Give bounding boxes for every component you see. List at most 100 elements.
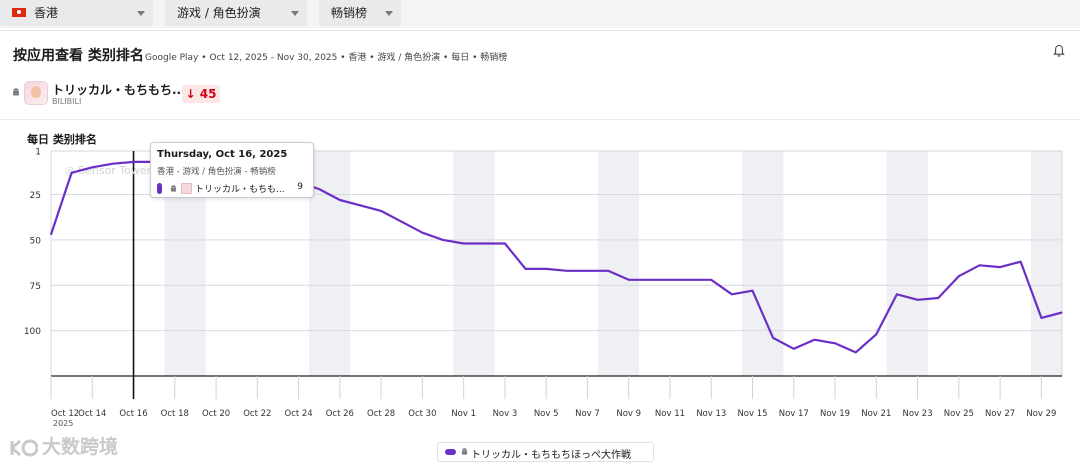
x-tick-label: Nov 11: [655, 409, 685, 419]
x-tick-label: Nov 29: [1026, 409, 1056, 419]
x-tick-label: Nov 21: [861, 409, 891, 419]
category-dropdown-label: 游戏 / 角色扮演: [177, 6, 261, 20]
series-point: [1061, 311, 1063, 314]
series-point: [91, 166, 93, 168]
series-point: [50, 233, 52, 236]
series-point: [875, 333, 877, 335]
chart-type-dropdown-label: 畅销榜: [331, 6, 368, 20]
region-dropdown-label: 香港: [34, 6, 59, 20]
y-tick-label: 1: [35, 148, 41, 158]
tooltip-value: 9: [297, 182, 303, 192]
series-point: [648, 279, 650, 281]
series-point: [463, 242, 465, 245]
app-name: トリッカル・もちもち...: [52, 83, 186, 97]
series-point: [524, 268, 527, 270]
x-tick-label: Nov 13: [696, 409, 726, 419]
series-point: [380, 210, 382, 212]
legend-label: トリッカル・もちもちほっぺ大作戦: [471, 450, 631, 461]
android-icon: [461, 448, 468, 455]
series-point: [421, 232, 423, 234]
bell-icon[interactable]: [1053, 44, 1065, 58]
x-tick-label: Nov 5: [534, 409, 559, 419]
series-point: [442, 239, 444, 241]
watermark-logo-icon: [10, 439, 38, 456]
app-publisher: BILIBILI: [52, 97, 82, 106]
app-icon: [181, 183, 192, 194]
y-tick-label: 75: [30, 282, 41, 292]
series-point: [751, 290, 754, 292]
chart-legend[interactable]: トリッカル・もちもちほっぺ大作戦: [437, 442, 654, 462]
series-point: [318, 188, 320, 190]
series-point: [401, 221, 403, 223]
tooltip-series-row: トリッカル・もちも... 9: [157, 182, 309, 196]
series-swatch: [157, 183, 162, 194]
series-point: [896, 293, 898, 295]
watermark: 大数跨境: [8, 432, 118, 459]
x-tick-label: Nov 17: [779, 409, 809, 419]
series-swatch: [445, 449, 456, 455]
series-point: [566, 270, 568, 272]
weekend-band: [597, 151, 640, 376]
series-point: [1040, 317, 1042, 319]
weekend-band: [453, 151, 495, 376]
series-point: [937, 297, 939, 299]
weekend-band: [1031, 151, 1062, 376]
series-point: [545, 268, 547, 270]
watermark-text: 大数跨境: [42, 436, 119, 458]
x-tick-label: Oct 20: [202, 409, 230, 419]
x-tick-label: Oct 30: [408, 409, 436, 419]
x-tick-label: Nov 23: [903, 409, 933, 419]
series-point: [793, 348, 795, 350]
series-point: [586, 270, 589, 272]
chevron-down-icon: [385, 11, 393, 16]
y-tick-label: 100: [24, 327, 41, 337]
x-tick-label: Oct 22: [243, 409, 271, 419]
category-dropdown[interactable]: 游戏 / 角色扮演: [165, 0, 307, 26]
series-point: [669, 279, 671, 281]
weekend-band: [742, 151, 784, 376]
series-point: [504, 242, 506, 245]
series-point: [1020, 261, 1022, 263]
x-tick-label: Oct 16: [119, 409, 147, 419]
x-tick-label: Oct 14: [78, 409, 106, 419]
x-tick-label: Nov 1: [451, 409, 476, 419]
series-point: [132, 161, 135, 163]
x-tick-label: Oct 24: [284, 409, 312, 419]
series-point: [483, 242, 485, 245]
chart-tooltip: Thursday, Oct 16, 2025 香港 - 游戏 / 角色扮演 - …: [150, 142, 314, 198]
app-icon: [24, 81, 48, 105]
chevron-down-icon: [137, 11, 145, 16]
series-point: [813, 339, 816, 341]
x-tick-label: Oct 12: [51, 409, 79, 419]
series-point: [916, 299, 919, 301]
page-subtitle: Google Play • Oct 12, 2025 - Nov 30, 202…: [145, 53, 508, 63]
tooltip-app-name: トリッカル・もちも...: [195, 185, 285, 195]
x-tick-label: Nov 7: [575, 409, 600, 419]
series-point: [855, 351, 857, 354]
series-point: [359, 204, 362, 207]
series-point: [772, 337, 774, 339]
series-point: [607, 270, 609, 272]
series-point: [731, 293, 733, 295]
series-point: [710, 279, 712, 281]
plot-watermark: ◎ Sensor Tower: [65, 164, 152, 177]
x-tick-label: Nov 15: [737, 409, 767, 419]
series-point: [71, 172, 73, 174]
x-tick-label: Nov 27: [985, 409, 1015, 419]
region-dropdown[interactable]: 香港: [0, 0, 153, 26]
series-point: [339, 199, 341, 201]
series-point: [690, 279, 692, 281]
series-point: [958, 275, 960, 277]
x-tick-label: Nov 3: [493, 409, 518, 419]
divider: [0, 119, 1080, 120]
weekend-band: [886, 151, 928, 376]
y-tick-label: 25: [30, 191, 41, 201]
series-point: [834, 342, 836, 344]
x-tick-label: Nov 19: [820, 409, 850, 419]
series-point: [112, 163, 114, 165]
x-tick-label: Oct 26: [326, 409, 354, 419]
chart-type-dropdown[interactable]: 畅销榜: [319, 0, 401, 26]
series-point: [999, 266, 1001, 268]
series-point: [978, 264, 981, 266]
